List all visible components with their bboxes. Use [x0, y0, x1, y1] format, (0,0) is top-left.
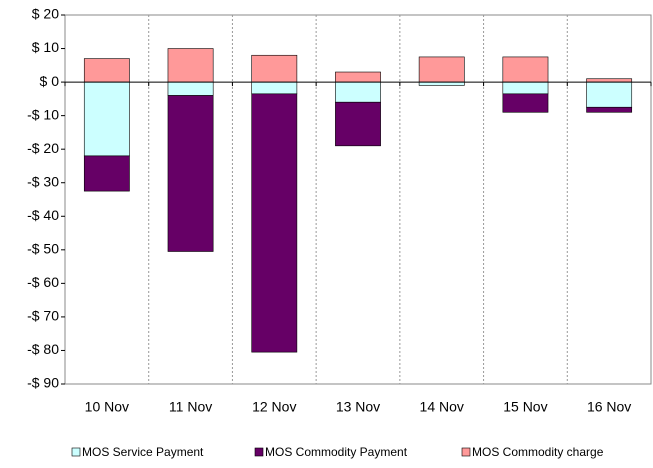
- y-tick-label: -$ 20: [27, 140, 59, 156]
- bar: [335, 101, 381, 147]
- bar: [502, 56, 549, 83]
- y-tick-label: -$ 60: [27, 274, 59, 290]
- bar: [418, 81, 465, 86]
- bar: [83, 58, 130, 83]
- y-tick-label: -$ 90: [27, 375, 59, 391]
- x-tick-label: 12 Nov: [252, 399, 296, 415]
- bar: [335, 81, 381, 103]
- y-tick-label: -$ 80: [27, 341, 59, 357]
- y-tick-label: -$ 70: [27, 308, 59, 324]
- bar: [83, 155, 130, 192]
- y-tick-label: $ 0: [40, 73, 60, 89]
- x-tick-label: 13 Nov: [336, 399, 380, 415]
- bar: [167, 48, 214, 83]
- x-tick-label: 16 Nov: [587, 399, 631, 415]
- legend-swatch: [71, 447, 81, 457]
- bar: [167, 95, 214, 252]
- x-tick-label: 11 Nov: [169, 399, 212, 415]
- bar: [502, 93, 549, 113]
- x-tick-label: 14 Nov: [420, 399, 464, 415]
- bar: [251, 81, 298, 95]
- bar: [83, 81, 130, 157]
- y-tick-label: -$ 30: [27, 173, 59, 189]
- bar: [251, 54, 298, 83]
- y-tick-label: $ 10: [32, 39, 59, 55]
- y-tick-label: -$ 50: [27, 241, 59, 257]
- bar: [335, 71, 381, 83]
- bar: [167, 81, 214, 96]
- bar: [586, 106, 633, 113]
- legend-swatch: [254, 447, 264, 457]
- legend-swatch: [461, 447, 471, 457]
- bar: [251, 93, 298, 353]
- bar: [586, 78, 633, 83]
- x-tick-label: 15 Nov: [503, 399, 547, 415]
- bar: [586, 81, 633, 108]
- bar: [502, 81, 549, 95]
- y-tick-label: -$ 10: [27, 106, 59, 122]
- y-tick-label: -$ 40: [27, 207, 59, 223]
- bar: [418, 56, 465, 83]
- legend-label: MOS Commodity charge: [472, 445, 604, 459]
- legend-label: MOS Service Payment: [82, 445, 204, 459]
- legend-label: MOS Commodity Payment: [265, 445, 408, 459]
- plot-area: [64, 14, 652, 385]
- y-tick-label: $ 20: [32, 6, 59, 22]
- x-tick-label: 10 Nov: [85, 399, 129, 415]
